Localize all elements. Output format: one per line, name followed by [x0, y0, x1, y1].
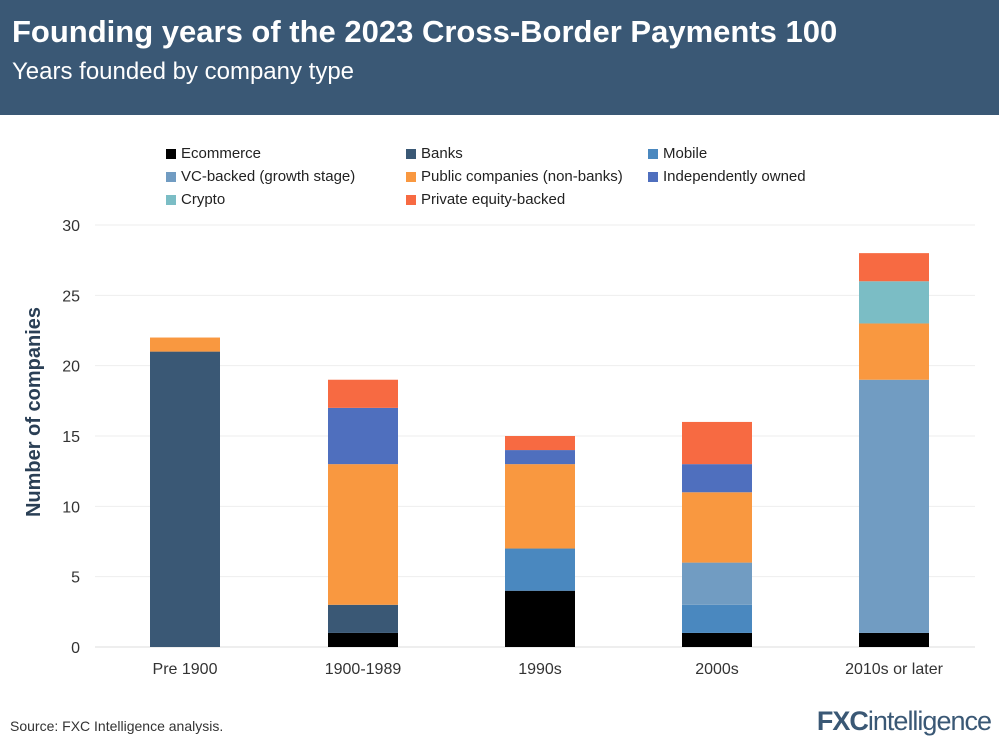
legend-label: Ecommerce — [181, 145, 262, 162]
bar-segment — [328, 407, 398, 465]
bar-segment — [682, 632, 752, 647]
bar-segment — [505, 548, 575, 591]
legend-item: Mobile — [648, 145, 707, 162]
legend-label: Public companies (non-banks) — [421, 168, 623, 185]
chart-subtitle: Years founded by company type — [12, 58, 355, 85]
legend-label: Banks — [421, 145, 463, 162]
legend-label: Private equity-backed — [421, 191, 566, 208]
y-tick-label: 5 — [71, 570, 80, 587]
legend-label: Crypto — [181, 191, 226, 208]
bar-segment — [682, 492, 752, 563]
bar-segment — [859, 379, 929, 633]
bar-segment — [328, 604, 398, 633]
legend-swatch — [406, 148, 416, 159]
legend-label: Mobile — [663, 145, 708, 162]
y-tick-label: 10 — [62, 499, 80, 516]
legend-swatch — [406, 194, 416, 205]
legend-item: Public companies (non-banks) — [406, 168, 623, 185]
legend-item: Private equity-backed — [406, 191, 565, 208]
y-tick-label: 15 — [62, 429, 80, 446]
legend-swatch — [166, 148, 176, 159]
y-tick-label: 25 — [62, 288, 80, 305]
bar-segment — [328, 464, 398, 605]
legend-swatch — [648, 171, 658, 182]
bar-segment — [682, 604, 752, 633]
legend-swatch — [406, 171, 416, 182]
bar-segment — [505, 464, 575, 549]
y-axis-label: Number of companies — [23, 307, 45, 517]
legend-item: Ecommerce — [166, 145, 261, 162]
legend-item: VC-backed (growth stage) — [166, 168, 355, 185]
bar-segment — [682, 421, 752, 465]
bar-segment — [150, 351, 220, 647]
chart-title: Founding years of the 2023 Cross-Border … — [12, 14, 838, 49]
x-tick-label: 1990s — [518, 661, 562, 678]
bar-segment — [682, 464, 752, 493]
fxc-logo: FXCintelligence — [816, 706, 992, 736]
legend-item: Banks — [406, 145, 463, 162]
bar-segment — [328, 379, 398, 408]
x-tick-label: 2000s — [695, 661, 739, 678]
legend-label: VC-backed (growth stage) — [181, 168, 356, 185]
bar-segment — [682, 562, 752, 605]
x-tick-label: 1900-1989 — [325, 661, 402, 678]
legend-swatch — [648, 148, 658, 159]
y-tick-label: 30 — [62, 218, 80, 235]
legend-swatch — [166, 194, 176, 205]
x-tick-label: Pre 1900 — [153, 661, 218, 678]
legend-swatch — [166, 171, 176, 182]
legend-label: Independently owned — [663, 168, 806, 185]
bar-segment — [859, 253, 929, 282]
x-tick-label: 2010s or later — [845, 661, 944, 678]
bar-segment — [150, 337, 220, 352]
bar-segment — [505, 450, 575, 465]
bar-segment — [859, 323, 929, 380]
bar-segment — [505, 590, 575, 647]
bar-segment — [505, 436, 575, 451]
legend-item: Crypto — [166, 191, 225, 208]
y-tick-label: 20 — [62, 359, 80, 376]
source-note: Source: FXC Intelligence analysis. — [10, 718, 224, 734]
y-tick-label: 0 — [71, 640, 80, 657]
header: Founding years of the 2023 Cross-Border … — [0, 0, 999, 115]
bar-segment — [859, 281, 929, 324]
legend-item: Independently owned — [648, 168, 806, 185]
bar-segment — [859, 632, 929, 647]
bar-segment — [328, 632, 398, 647]
